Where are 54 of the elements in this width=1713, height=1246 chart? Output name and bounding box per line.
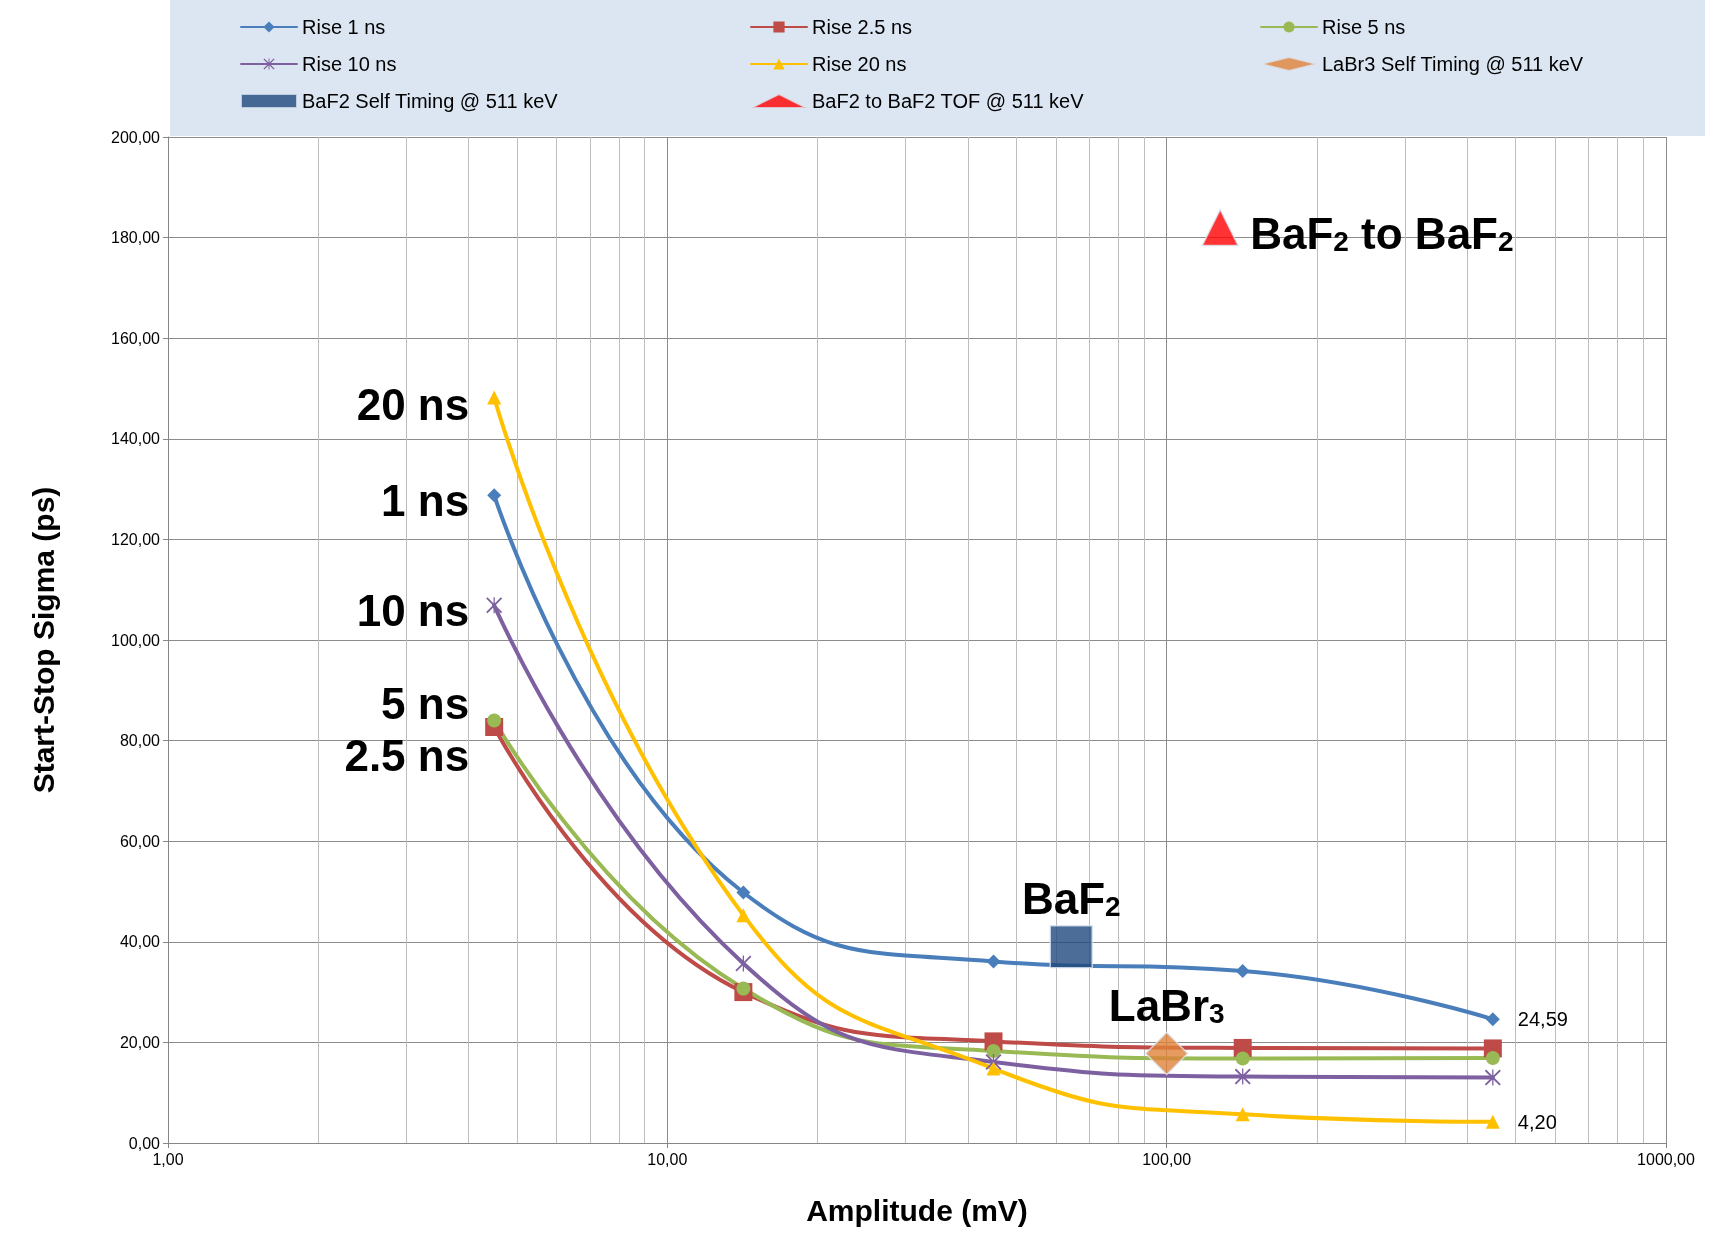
point (986, 1043, 1001, 1058)
point (735, 955, 752, 972)
y-tick-label: 160,00 (111, 329, 161, 347)
x-tick-label: 100,00 (1142, 1150, 1192, 1168)
legend-label: BaF2 Self Timing @ 511 keV (302, 90, 559, 112)
y-tick-label: 60,00 (119, 832, 161, 850)
annotation: 1 ns (381, 475, 470, 525)
y-axis-title: Start-Stop Sigma (ps) (26, 486, 60, 794)
annotation: 5 ns (381, 679, 470, 729)
point (736, 885, 751, 900)
point (487, 390, 502, 405)
annotation: BaF2 to BaF2 (1250, 209, 1514, 259)
point (1484, 1069, 1501, 1086)
y-tick-label: 0,00 (128, 1134, 161, 1152)
legend-label: LaBr3 Self Timing @ 511 keV (1322, 53, 1584, 75)
annotation: BaF2 (1021, 874, 1121, 924)
point (736, 908, 751, 923)
legend-label: Rise 20 ns (812, 53, 907, 75)
point (1485, 1114, 1500, 1129)
point (1235, 1051, 1250, 1066)
annotation: 20 ns (356, 380, 470, 430)
annotation: 10 ns (356, 586, 470, 636)
y-tick-label: 180,00 (111, 229, 161, 247)
legend-label: BaF2 to BaF2 TOF @ 511 keV (812, 90, 1085, 112)
x-tick-label: 1000,00 (1637, 1150, 1696, 1168)
y-tick-label: 200,00 (111, 128, 161, 146)
legend-label: Rise 5 ns (1322, 16, 1406, 38)
legend-label: Rise 10 ns (302, 53, 397, 75)
y-tick-label: 140,00 (111, 430, 161, 448)
data-label: 24,59 (1517, 1008, 1568, 1031)
point (486, 597, 503, 614)
y-tick-label: 80,00 (119, 732, 161, 750)
y-tick-label: 100,00 (111, 631, 161, 649)
point (736, 981, 751, 996)
y-tick-label: 120,00 (111, 530, 161, 548)
x-tick-label: 1,00 (152, 1150, 184, 1168)
point (1485, 1012, 1500, 1027)
point (986, 954, 1001, 969)
point (1235, 1107, 1250, 1122)
x-tick-label: 10,00 (647, 1150, 688, 1168)
x-axis-title: Amplitude (mV) (806, 1193, 1028, 1227)
annotation: 2.5 ns (344, 731, 470, 781)
legend-label: Rise 2.5 ns (812, 16, 913, 38)
point (487, 713, 502, 728)
point (1485, 1051, 1500, 1065)
y-tick-label: 20,00 (119, 1033, 161, 1051)
point (1235, 963, 1250, 978)
annotation: LaBr3 (1108, 980, 1225, 1030)
data-label: 4,20 (1517, 1110, 1557, 1133)
point (986, 1061, 1001, 1076)
point (487, 488, 502, 503)
y-tick-label: 40,00 (119, 933, 161, 951)
legend-label: Rise 1 ns (302, 16, 386, 38)
point (1234, 1068, 1251, 1085)
